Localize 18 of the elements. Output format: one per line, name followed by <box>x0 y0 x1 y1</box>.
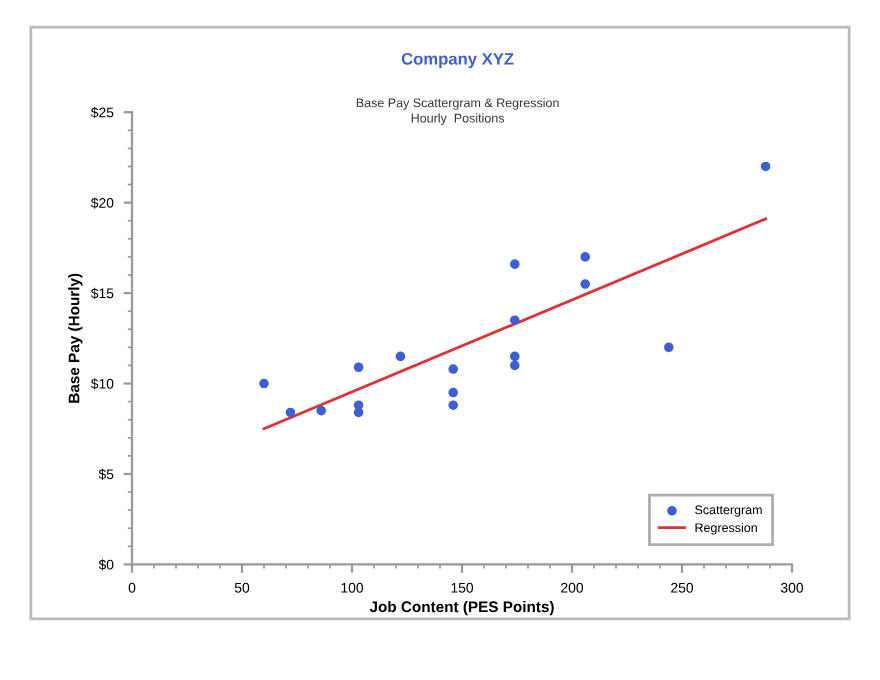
point <box>448 387 458 398</box>
point <box>510 360 520 371</box>
point <box>448 364 458 374</box>
point <box>448 400 458 411</box>
point <box>353 362 364 373</box>
point <box>510 315 520 325</box>
point <box>510 259 520 269</box>
point <box>664 342 674 353</box>
point <box>353 407 364 418</box>
point <box>285 407 296 418</box>
point <box>760 161 771 172</box>
point <box>316 405 326 416</box>
point <box>580 279 590 289</box>
point <box>259 378 269 389</box>
point <box>580 252 590 262</box>
chart-title: Company XYZ <box>401 52 514 69</box>
point <box>395 351 406 362</box>
point <box>510 351 520 362</box>
